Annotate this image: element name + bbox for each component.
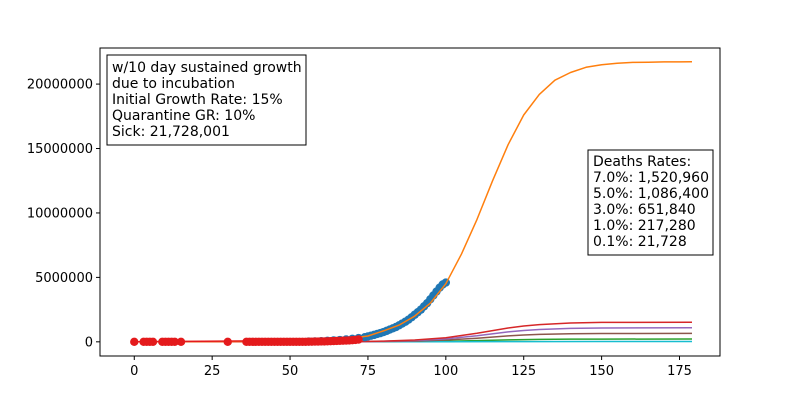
x-tick-label: 75 (360, 364, 377, 379)
observed-point-red (130, 337, 139, 347)
observed-point-red (176, 337, 186, 347)
deaths-rate-0-1: 0.1%: 21,728 (593, 234, 687, 250)
y-tick-label: 15000000 (27, 142, 93, 157)
scenario-line-5: Sick: 21,728,001 (112, 124, 230, 140)
y-tick-label: 0 (85, 335, 93, 350)
series-layer (130, 61, 693, 347)
x-tick-label: 175 (667, 364, 692, 379)
scenario-line-1: w/10 day sustained growth (112, 60, 302, 76)
observed-point-red (354, 335, 363, 344)
observed-point-red (223, 337, 232, 347)
death-curve-7pct (134, 321, 693, 343)
observed-point-red (148, 337, 158, 347)
scenario-line-2: due to incubation (112, 76, 235, 92)
x-axis: 0 25 50 75 100 125 150 175 (130, 356, 692, 379)
y-tick-label: 10000000 (27, 206, 93, 221)
deaths-textbox (587, 149, 714, 256)
x-tick-label: 50 (282, 364, 299, 379)
x-tick-label: 150 (589, 364, 614, 379)
y-axis: 0 5000000 10000000 15000000 20000000 (27, 78, 100, 350)
projection-line (134, 61, 693, 343)
deaths-rate-7: 7.0%: 1,520,960 (593, 170, 709, 186)
annotation-layer: w/10 day sustained growth due to incubat… (106, 54, 714, 256)
scenario-line-3: Initial Growth Rate: 15% (112, 92, 283, 108)
scenario-textbox (106, 54, 307, 146)
x-tick-label: 25 (204, 364, 221, 379)
y-tick-label: 20000000 (27, 78, 93, 93)
deaths-heading: Deaths Rates: (593, 154, 691, 170)
deaths-rate-1: 1.0%: 217,280 (593, 218, 696, 234)
observed-point-red (170, 337, 179, 347)
x-tick-label: 125 (511, 364, 536, 379)
y-tick-label: 5000000 (35, 271, 93, 286)
x-tick-label: 0 (130, 364, 138, 379)
deaths-rate-5: 5.0%: 1,086,400 (593, 186, 709, 202)
scenario-line-4: Quarantine GR: 10% (112, 108, 255, 124)
x-tick-label: 100 (433, 364, 458, 379)
deaths-rate-3: 3.0%: 651,840 (593, 202, 696, 218)
